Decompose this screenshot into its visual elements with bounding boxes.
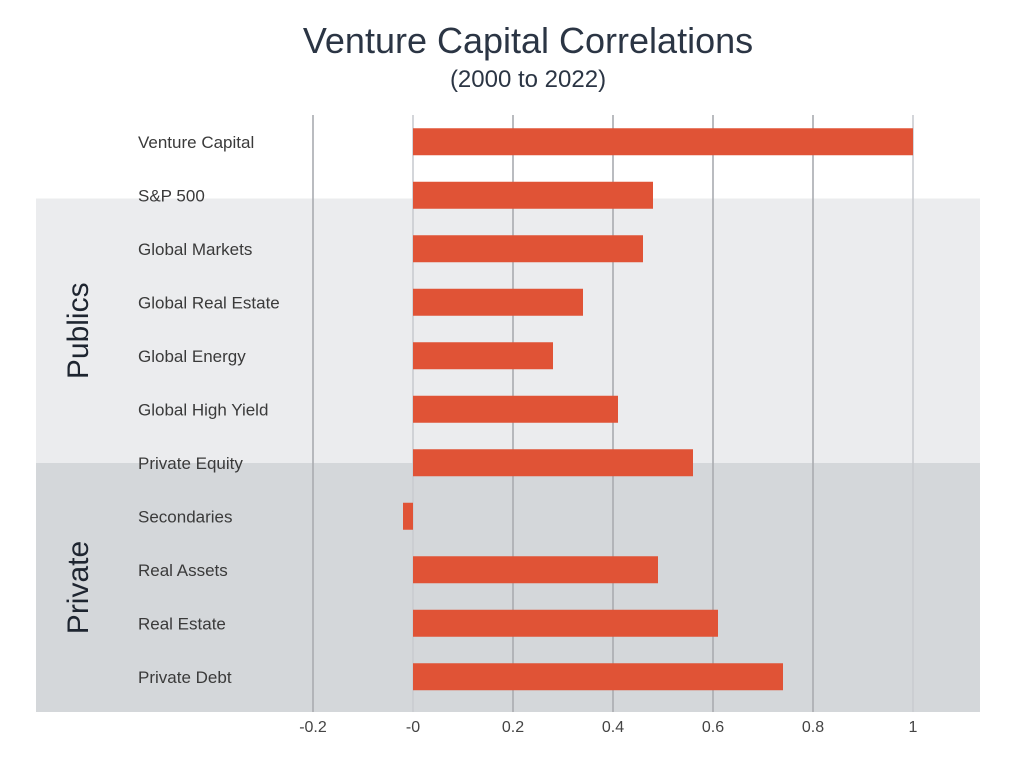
category-labels: Venture Capital S&P 500 Global Markets Glob… [138,133,280,687]
category-label-secondaries: Secondaries [138,507,233,526]
bar-global-real-estate [413,288,583,316]
x-tick-label: 0.8 [802,719,824,736]
bar-secondaries [403,502,413,530]
bar-real-estate [413,609,718,637]
x-tick-label: 0.2 [502,719,524,736]
bar-global-high-yield [413,395,618,423]
bar-private-debt [413,663,783,691]
group-labels: Publics Private [62,282,95,634]
category-label-private-equity: Private Equity [138,454,243,473]
bar-sandp-500 [413,181,653,209]
x-tick-label: 1 [909,719,918,736]
chart-title: Venture Capital Correlations [303,20,753,61]
bar-global-markets [413,235,643,263]
x-tick-label: -0.2 [299,719,327,736]
group-label-private: Private [62,541,95,634]
x-tick-label: 0.6 [702,719,724,736]
bar-real-assets [413,556,658,584]
x-axis-ticks: -0.2 -0 0.2 0.4 0.6 0.8 1 [299,719,917,736]
category-label-venture-capital: Venture Capital [138,133,254,152]
x-tick-label: 0.4 [602,719,624,736]
bar-venture-capital [413,128,913,156]
category-label-private-debt: Private Debt [138,668,232,687]
bars [403,128,913,691]
category-label-global-high-yield: Global High Yield [138,400,268,419]
chart-subtitle: (2000 to 2022) [450,66,606,93]
category-label-sandp-500: S&P 500 [138,186,205,205]
category-label-global-real-estate: Global Real Estate [138,293,280,312]
category-label-global-energy: Global Energy [138,347,246,366]
bar-private-equity [413,449,693,477]
x-tick-label: -0 [406,719,420,736]
group-label-publics: Publics [62,282,95,379]
category-label-real-estate: Real Estate [138,614,226,633]
category-label-real-assets: Real Assets [138,561,228,580]
category-label-global-markets: Global Markets [138,240,252,259]
bar-global-energy [413,342,553,370]
